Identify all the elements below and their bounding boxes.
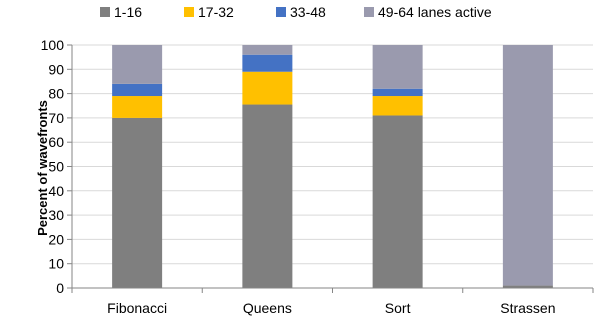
bar-segment-strassen-0 [502,285,553,288]
y-tick-label: 0 [56,280,64,296]
bars [112,45,553,289]
y-tick-label: 10 [48,256,64,272]
x-tick-label: Queens [243,300,292,316]
y-tick-label: 20 [48,231,64,247]
bar-segment-fibonacci-2 [112,83,163,97]
bar-segment-sort-3 [372,45,423,89]
bar-segment-queens-1 [242,71,293,105]
legend-label: 33-48 [290,4,326,20]
bar-segment-queens-3 [242,45,293,55]
bar-segment-fibonacci-0 [112,117,163,289]
bar-segment-queens-2 [242,54,293,72]
y-tick-label: 50 [48,159,64,175]
y-tick-labels: 0 10 20 30 40 50 60 70 80 90 100 [41,37,65,296]
legend-swatch [184,7,194,17]
y-tick-label: 70 [48,110,64,126]
legend-label: 17-32 [198,4,234,20]
bar-segment-fibonacci-1 [112,96,163,118]
bar-segment-fibonacci-3 [112,45,163,84]
axes [67,44,594,293]
y-tick-label: 40 [48,183,64,199]
y-axis-title: Percent of wavefronts [35,100,50,236]
legend-swatch [364,7,374,17]
legend: 1-16 17-32 33-48 49-64 lanes active [100,4,492,20]
y-tick-label: 90 [48,61,64,77]
legend-swatch [276,7,286,17]
y-tick-label: 30 [48,207,64,223]
x-tick-label: Fibonacci [107,300,167,316]
bar-segment-sort-2 [372,88,423,97]
x-tick-label: Sort [385,300,411,316]
y-tick-label: 100 [41,37,65,53]
x-tick-label: Strassen [500,300,555,316]
legend-swatch [100,7,110,17]
bar-segment-sort-0 [372,115,423,288]
x-tick-labels: Fibonacci Queens Sort Strassen [107,300,555,316]
y-tick-label: 60 [48,134,64,150]
legend-label: 1-16 [114,4,142,20]
bar-segment-sort-1 [372,96,423,116]
y-tick-label: 80 [48,86,64,102]
legend-label: 49-64 lanes active [378,4,492,20]
bar-segment-strassen-3 [502,45,553,286]
bar-segment-queens-0 [242,104,293,288]
